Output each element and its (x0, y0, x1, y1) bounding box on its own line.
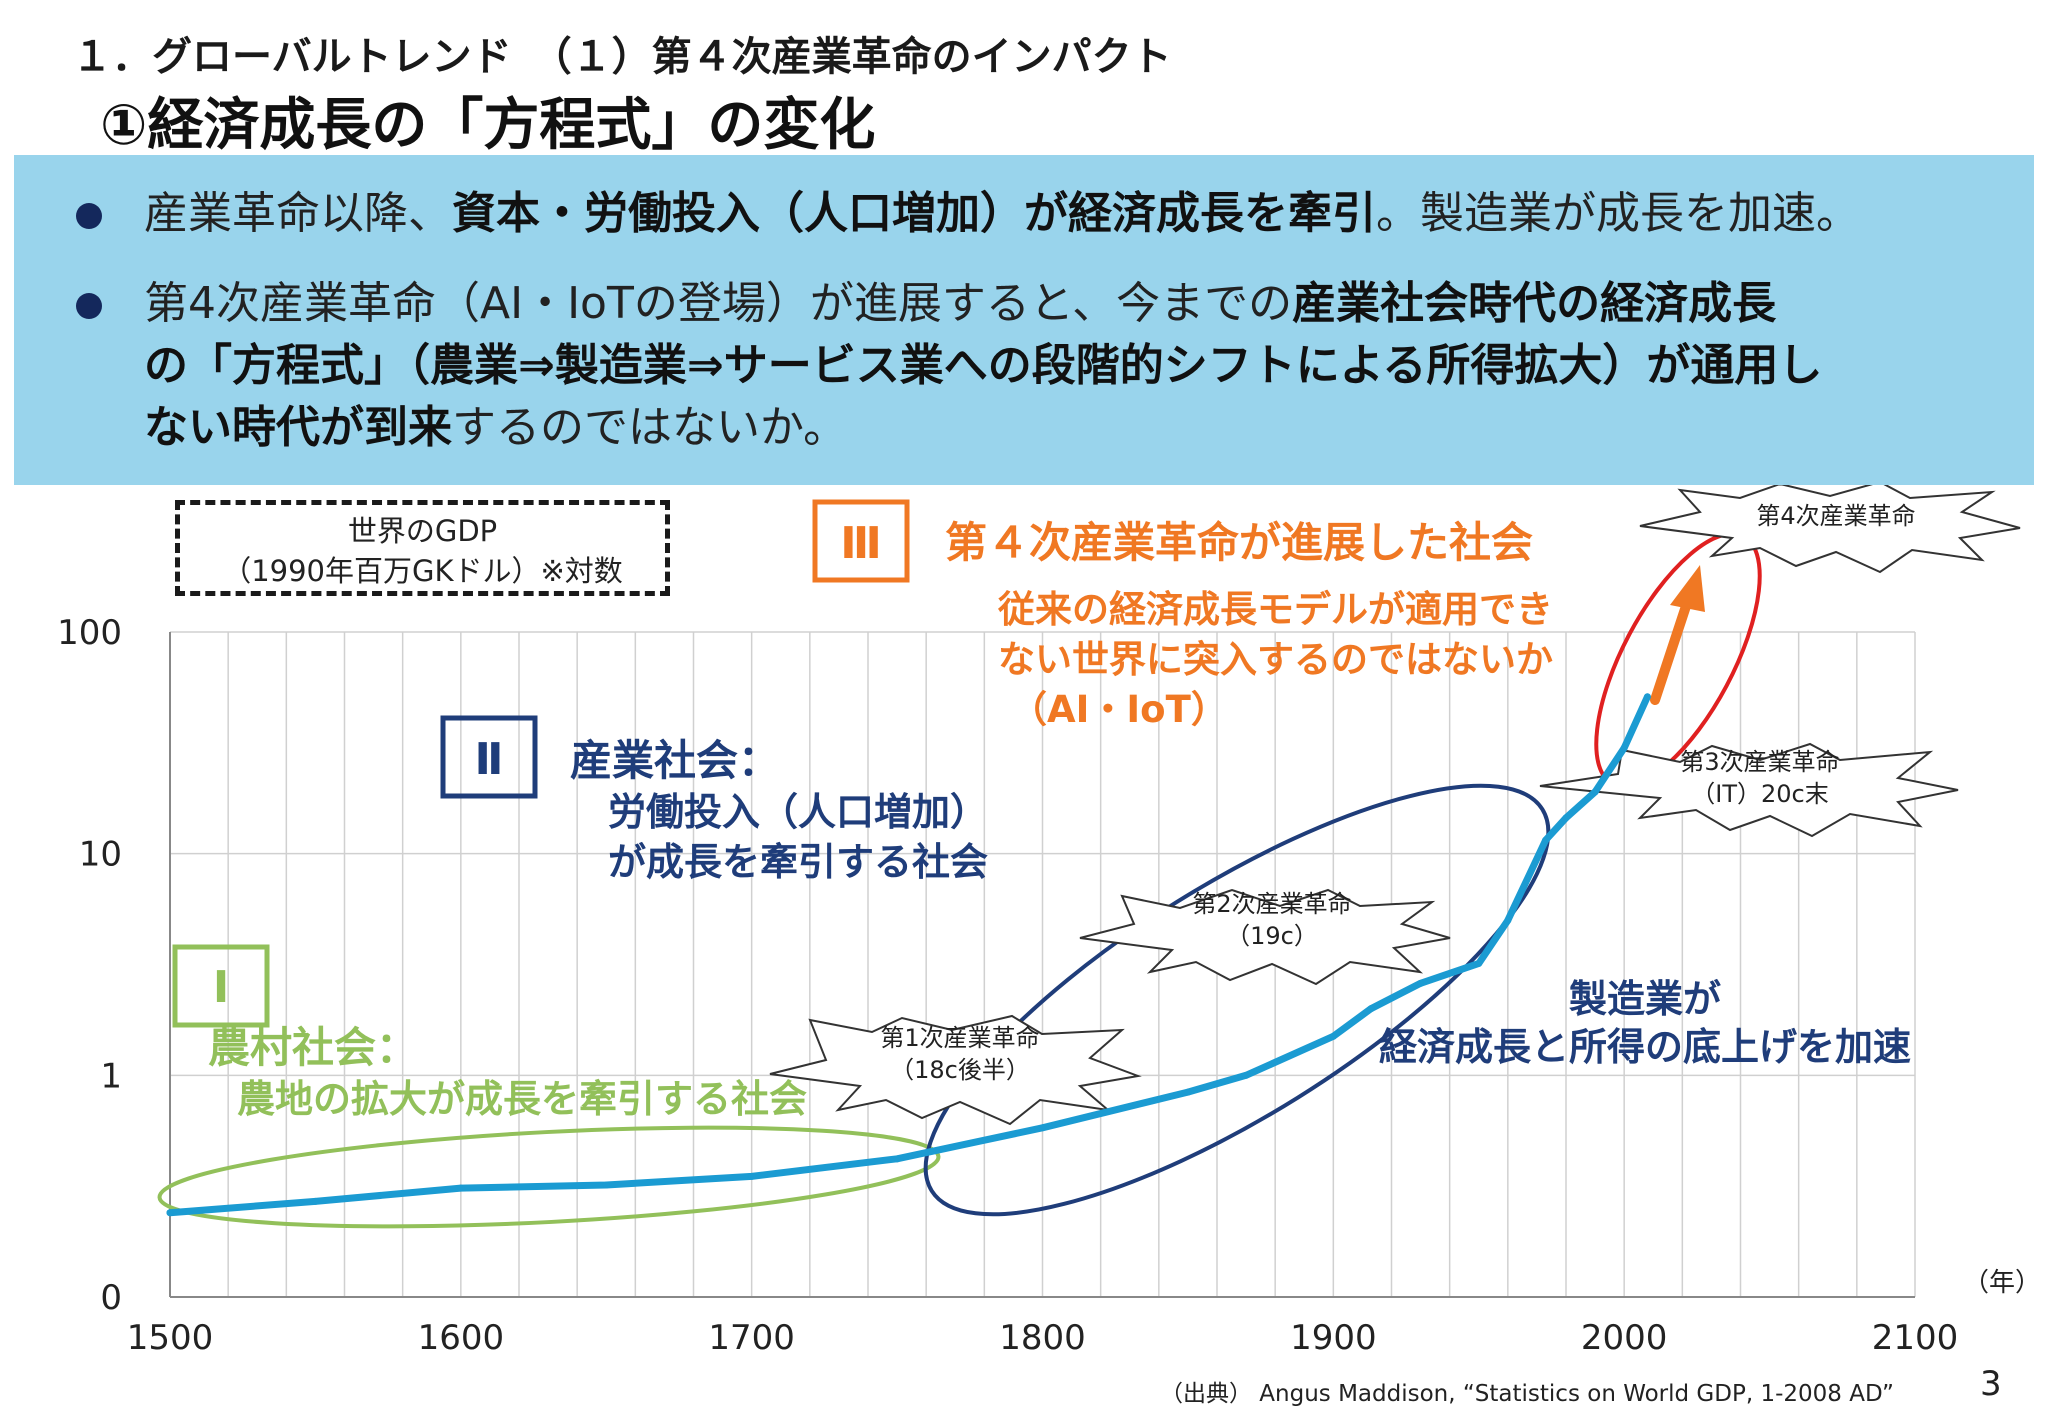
gdp-data-point (1542, 836, 1550, 844)
chart-ticks: 1500 1600 1700 1800 1900 2000 2100 0 1 10 100 (57, 613, 1958, 1358)
summary-panel: 産業革命以降、資本・労働投入（人口増加）が経済成長を牽引。製造業が成長を加速。 … (14, 155, 2034, 485)
bullet2-line1-pre: 第4次産業革命（AI・IoTの登場）が進展すると、今までの (144, 278, 1293, 329)
callout-1-line2: （18c後半） (890, 1056, 1030, 1084)
callout-3-line2: （IT）20c末 (1691, 780, 1828, 808)
x-tick-label: 1600 (418, 1318, 505, 1358)
phase1-desc: 農地の拡大が成長を牽引する社会 (237, 1077, 807, 1121)
phase2-desc1: 労働投入（人口増加） (608, 790, 988, 834)
manufacturing-note-line2: 経済成長と所得の底上げを加速 (1379, 1025, 1911, 1069)
gdp-data-point (1643, 693, 1651, 701)
phase1-title: 農村社会： (208, 1023, 418, 1072)
phase1-ellipse (157, 1125, 941, 1229)
bullet2-line3-bold: ない時代が到来 (144, 402, 452, 453)
bullet-dot-icon (76, 203, 102, 229)
gdp-data-point (1620, 744, 1628, 752)
summary-bullet-2: 第4次産業革命（AI・IoTの登場）が進展すると、今までの産業社会時代の経済成長… (76, 273, 1822, 459)
callout-industrial-revolution-2: 第2次産業革命 （19c） (1079, 888, 1451, 986)
bullet2-line1-bold: 産業社会時代の経済成長 (1292, 278, 1777, 329)
gdp-data-point (166, 1209, 174, 1217)
page-number: 3 (1980, 1364, 2002, 1404)
growth-arrow-shaft (1650, 595, 1693, 705)
callout-burst-shape (1539, 742, 1959, 838)
bullet-dot-icon (76, 293, 102, 319)
gdp-data-point (1329, 1032, 1337, 1040)
world-gdp-chart: 1500 1600 1700 1800 1900 2000 2100 0 1 10 100 Ⅰ 農村… (57, 485, 2021, 1358)
x-tick-label: 1500 (127, 1318, 214, 1358)
gdp-data-point (311, 1197, 319, 1205)
page-title: ①経済成長の「方程式」の変化 (100, 93, 876, 158)
phase3-numeral-box (812, 499, 910, 583)
bullet2-line2-bold: の「方程式」（農業⇒製造業⇒サービス業への段階的シフトによる所得拡大）が通用し (144, 340, 1823, 391)
gdp-data-point (602, 1181, 610, 1189)
gdp-data-point (1184, 1088, 1192, 1096)
callout-4-line1: 第4次産業革命 (1756, 502, 1915, 530)
gdp-data-point (1367, 1005, 1375, 1013)
phase2-desc2: が成長を牽引する社会 (608, 840, 988, 884)
phase3-title: 第４次産業革命が進展した社会 (945, 518, 1533, 567)
bullet2-line3-post: するのではないか。 (452, 402, 848, 453)
source-note: （出典） Angus Maddison, “Statistics on Worl… (1160, 1381, 1894, 1407)
gdp-data-point (893, 1155, 901, 1163)
y-tick-label: 100 (57, 613, 122, 653)
summary-bullet-1: 産業革命以降、資本・労働投入（人口増加）が経済成長を牽引。製造業が成長を加速。 (76, 183, 1860, 245)
callout-2-line1: 第2次産業革命 (1192, 890, 1351, 918)
x-tick-label: 1700 (708, 1318, 795, 1358)
gdp-data-point (1591, 788, 1599, 796)
gdp-data-point (457, 1184, 465, 1192)
growth-arrow-icon (1670, 565, 1705, 612)
gdp-data-point (1504, 916, 1512, 924)
phase3-desc1: 従来の経済成長モデルが適用でき (997, 588, 1553, 631)
callout-burst-shape (1079, 888, 1451, 986)
bullet1-post: 。製造業が成長を加速。 (1376, 188, 1860, 239)
x-tick-label: 1800 (999, 1318, 1086, 1358)
callout-1-line1: 第1次産業革命 (880, 1024, 1039, 1052)
gdp-legend-box: 世界のGDP （1990年百万GKドル）※対数 (175, 500, 670, 596)
phase2-title: 産業社会： (570, 736, 780, 785)
gdp-data-point (748, 1172, 756, 1180)
phase2-numeral-box (440, 715, 538, 799)
phase3-desc2: ない世界に突入するのではないか (998, 638, 1553, 681)
callout-industrial-revolution-1: 第1次産業革命 （18c後半） (769, 1014, 1142, 1126)
chart-grid (169, 631, 1916, 1298)
phase2-ellipse (923, 783, 1551, 1217)
gdp-data-point (1039, 1124, 1046, 1132)
gdp-data-point (1242, 1071, 1250, 1079)
gdp-data-point (1562, 814, 1570, 822)
gdp-legend-line2: （1990年百万GKドル）※対数 (222, 554, 623, 588)
phase3-desc3: （AI・IoT） (1010, 688, 1228, 731)
callout-industrial-revolution-3: 第3次産業革命 （IT）20c末 (1539, 742, 1959, 838)
x-unit-label: （年） (1963, 1268, 2042, 1298)
y-tick-label: 0 (100, 1278, 122, 1318)
callout-industrial-revolution-4: 第4次産業革命 (1639, 485, 2021, 574)
phase3-numeral: Ⅲ (840, 518, 882, 569)
gdp-series-points (166, 693, 1651, 1217)
callout-2-line2: （19c） (1226, 922, 1318, 950)
section-subtitle: １．グローバルトレンド （１）第４次産業革命のインパクト (72, 34, 1172, 80)
callout-3-line1: 第3次産業革命 (1680, 748, 1839, 776)
manufacturing-note-line1: 製造業が (1569, 977, 1721, 1021)
phase1-numeral: Ⅰ (213, 962, 229, 1013)
gdp-data-point (1475, 959, 1483, 967)
gdp-data-point (1417, 979, 1425, 987)
gdp-series-line (166, 693, 1651, 1217)
x-tick-label: 2000 (1581, 1318, 1668, 1358)
x-tick-label: 2100 (1872, 1318, 1959, 1358)
bullet1-bold: 資本・労働投入（人口増加）が経済成長を牽引 (452, 188, 1376, 239)
callout-burst-shape (1639, 485, 2021, 574)
phase1-numeral-box (172, 944, 270, 1028)
x-tick-label: 1900 (1290, 1318, 1377, 1358)
y-tick-label: 10 (79, 835, 122, 875)
gdp-legend-line1: 世界のGDP (347, 514, 498, 548)
y-tick-label: 1 (100, 1056, 122, 1096)
phase2-numeral: Ⅱ (475, 734, 504, 785)
bullet1-pre: 産業革命以降、 (144, 188, 452, 239)
